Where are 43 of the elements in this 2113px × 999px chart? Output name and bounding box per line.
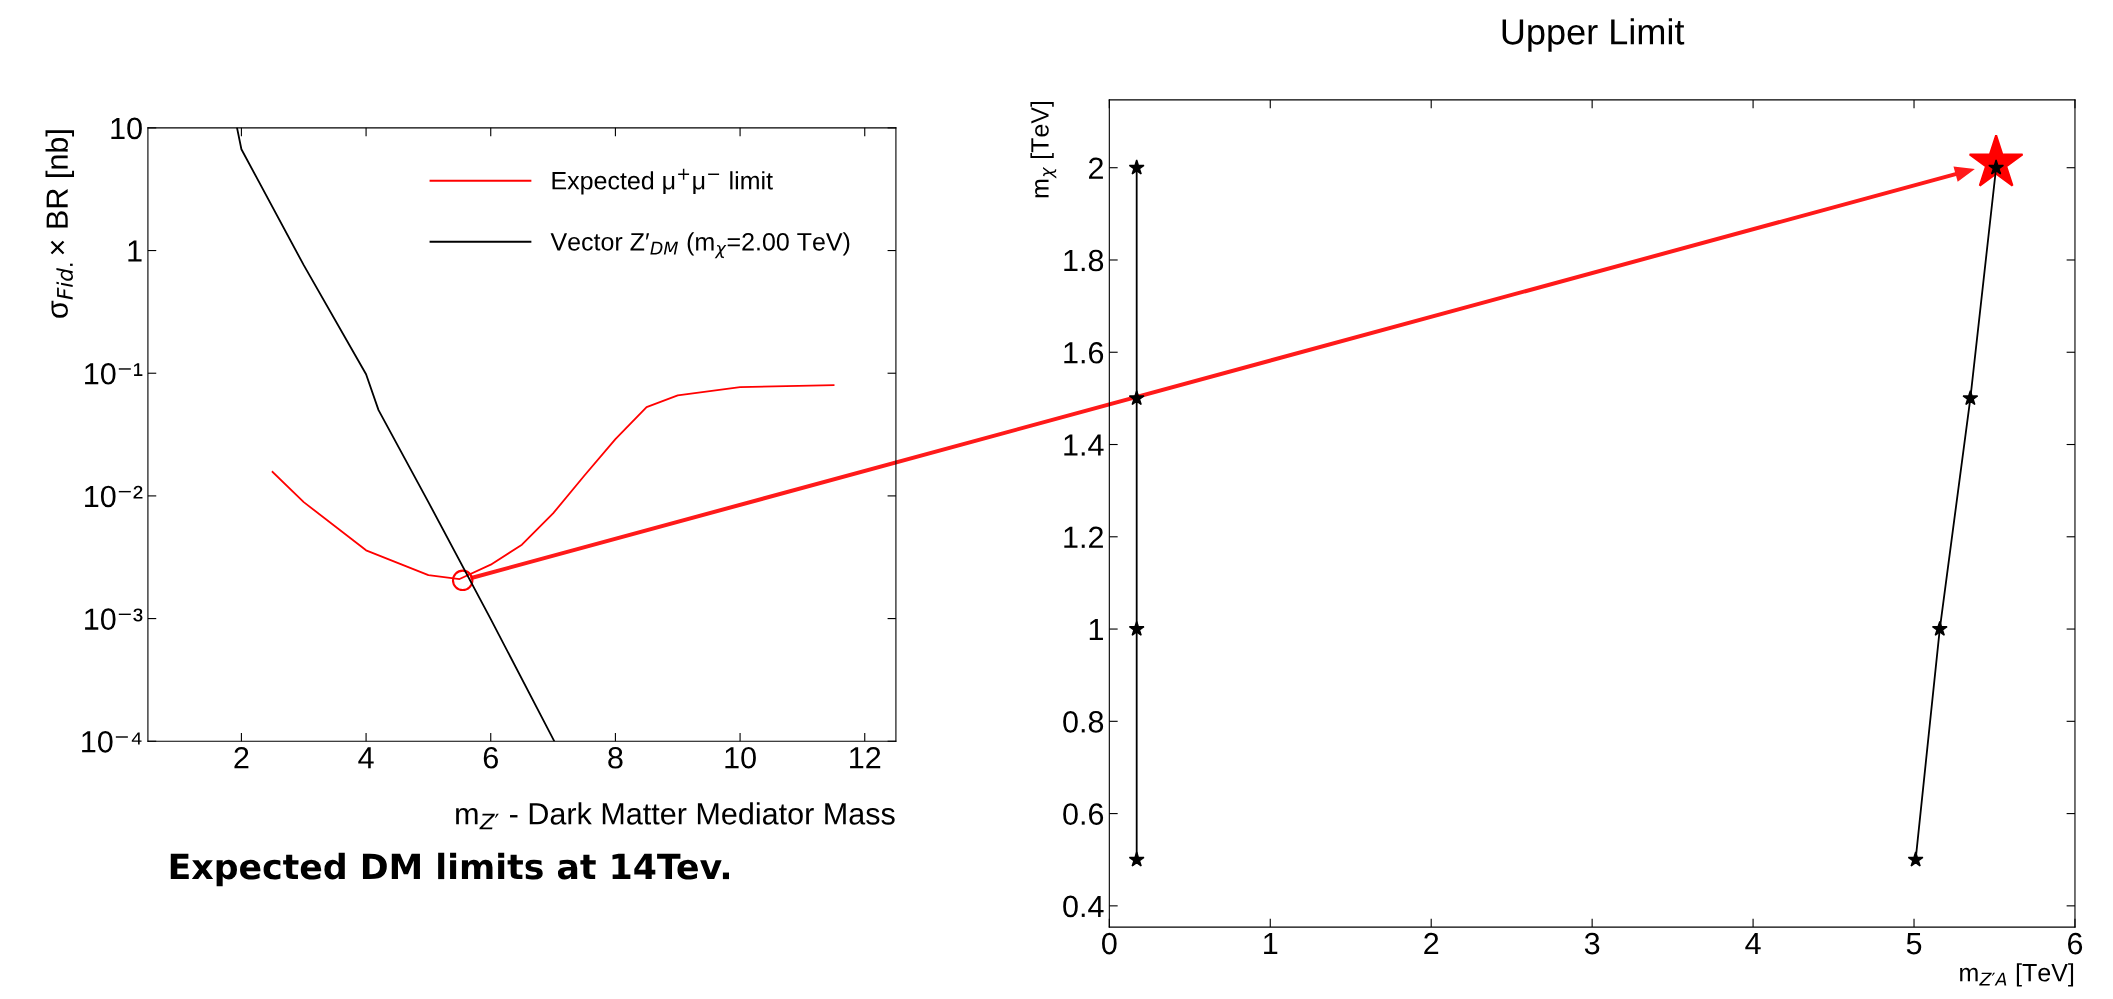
y-tick-label: 1.6 <box>1064 341 1104 364</box>
x-tick-label: 8 <box>608 746 623 769</box>
point <box>1962 390 1979 406</box>
point <box>1128 159 1145 175</box>
y-tick-label: 0.8 <box>1063 711 1104 733</box>
x-tick-label: 4 <box>1745 933 1761 955</box>
y-tick-label: 1 <box>1089 619 1103 641</box>
chart-title: Upper Limit <box>1502 18 1685 52</box>
x-tick-label: 5 <box>1906 933 1922 955</box>
point <box>1128 851 1145 867</box>
y-tick-label: 1.2 <box>1064 526 1103 548</box>
legend-label: Vector Z′$_{DM}$ (m$_{χ}$=2.00 TeV) <box>550 232 850 259</box>
x-tick-label: 3 <box>1584 932 1600 955</box>
x-tick-label: 10 <box>725 746 756 769</box>
x-tick-label: 2 <box>1424 932 1439 955</box>
y-tick-label: 10⁻¹ <box>85 362 143 385</box>
point <box>1128 390 1145 406</box>
y-tick-label: 1 <box>128 240 142 262</box>
y-tick-label: 2 <box>1089 157 1103 179</box>
x-tick-label: 0 <box>1102 932 1117 955</box>
y-axis-title: m$_{χ}$ [TeV] <box>1030 101 1057 198</box>
x-tick-label: 12 <box>850 746 881 769</box>
point <box>1931 620 1948 636</box>
y-tick-label: 10⁻⁴ <box>82 730 142 753</box>
y-tick-label: 10⁻² <box>85 485 143 508</box>
x-tick-label: 2 <box>234 746 249 769</box>
legend-label: Expected μ$^{+}$μ$^{−}$ limit <box>552 168 773 195</box>
x-tick-label: 6 <box>483 746 498 769</box>
y-tick-label: 0.6 <box>1063 803 1104 825</box>
y-axis-title: σ$_{Fid.}$× BR [nb] <box>45 130 75 318</box>
x-tick-label: 1 <box>1264 933 1278 955</box>
x-axis-title: m$_{Z′A}$ [TeV] <box>1960 963 2074 987</box>
y-tick-label: 1.4 <box>1064 434 1104 456</box>
y-tick-label: 1.8 <box>1064 249 1104 272</box>
y-tick-label: 10 <box>111 117 142 140</box>
point <box>1128 620 1145 636</box>
point <box>1907 851 1924 867</box>
y-tick-label: 0.4 <box>1063 895 1104 918</box>
y-tick-label: 10⁻³ <box>85 608 143 630</box>
x-axis-title: m$_{Z′}$ - Dark Matter Mediator Mass <box>456 802 895 830</box>
text: Expected DM limits at 14Tev. <box>170 852 730 887</box>
x-tick-label: 6 <box>2068 932 2083 955</box>
x-tick-label: 4 <box>358 747 374 769</box>
